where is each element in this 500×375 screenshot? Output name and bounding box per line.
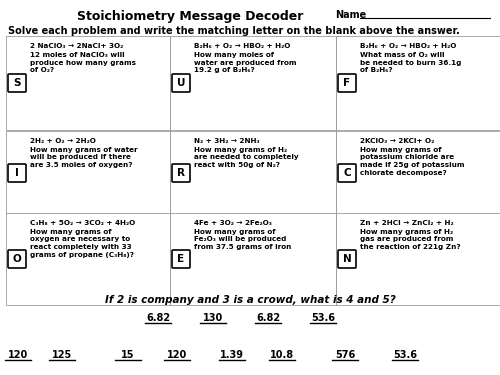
Text: S: S [13, 78, 21, 88]
Text: 1.39: 1.39 [220, 350, 244, 360]
Text: I: I [15, 168, 19, 178]
Text: How many grams of
Fe₂O₃ will be produced
from 37.5 grams of iron: How many grams of Fe₂O₃ will be produced… [194, 229, 292, 250]
Text: 125: 125 [52, 350, 72, 360]
Text: 2H₂ + O₂ → 2H₂O: 2H₂ + O₂ → 2H₂O [30, 138, 96, 144]
FancyBboxPatch shape [336, 131, 500, 215]
Text: 130: 130 [203, 313, 223, 323]
Text: How many grams of
oxygen are necessary to
react completely with 33
grams of prop: How many grams of oxygen are necessary t… [30, 229, 134, 258]
FancyBboxPatch shape [338, 250, 356, 268]
FancyBboxPatch shape [8, 250, 26, 268]
Text: Name: Name [335, 10, 366, 20]
FancyBboxPatch shape [170, 213, 336, 305]
FancyBboxPatch shape [172, 74, 190, 92]
Text: 6.82: 6.82 [146, 313, 170, 323]
FancyBboxPatch shape [6, 213, 170, 305]
Text: 15: 15 [121, 350, 135, 360]
Text: 120: 120 [167, 350, 187, 360]
Text: 53.6: 53.6 [393, 350, 417, 360]
Text: How many grams of
potassium chloride are
made if 25g of potassium
chlorate decom: How many grams of potassium chloride are… [360, 147, 465, 176]
Text: 120: 120 [8, 350, 28, 360]
Text: F: F [344, 78, 350, 88]
Text: 2KClO₃ → 2KCl+ O₂: 2KClO₃ → 2KCl+ O₂ [360, 138, 434, 144]
Text: B₂H₆ + O₂ → HBO₂ + H₂O: B₂H₆ + O₂ → HBO₂ + H₂O [194, 43, 290, 49]
Text: Stoichiometry Message Decoder: Stoichiometry Message Decoder [77, 10, 303, 23]
FancyBboxPatch shape [6, 36, 170, 130]
Text: How many moles of
water are produced from
19.2 g of B₂H₆?: How many moles of water are produced fro… [194, 52, 296, 73]
Text: O: O [12, 254, 22, 264]
FancyBboxPatch shape [170, 131, 336, 215]
Text: B₂H₆ + O₂ → HBO₂ + H₂O: B₂H₆ + O₂ → HBO₂ + H₂O [360, 43, 456, 49]
FancyBboxPatch shape [6, 131, 170, 215]
FancyBboxPatch shape [8, 74, 26, 92]
FancyBboxPatch shape [172, 164, 190, 182]
Text: How many grams of water
will be produced if there
are 3.5 moles of oxygen?: How many grams of water will be produced… [30, 147, 138, 168]
Text: Zn + 2HCl → ZnCl₂ + H₂: Zn + 2HCl → ZnCl₂ + H₂ [360, 220, 454, 226]
Text: How many grams of H₂
gas are produced from
the reaction of 221g Zn?: How many grams of H₂ gas are produced fr… [360, 229, 460, 250]
Text: N: N [342, 254, 351, 264]
FancyBboxPatch shape [336, 213, 500, 305]
Text: 6.82: 6.82 [256, 313, 280, 323]
Text: C₃H₈ + 5O₂ → 3CO₂ + 4H₂O: C₃H₈ + 5O₂ → 3CO₂ + 4H₂O [30, 220, 135, 226]
Text: How many grams of H₂
are needed to completely
react with 50g of N₂?: How many grams of H₂ are needed to compl… [194, 147, 298, 168]
Text: 12 moles of NaClO₃ will
produce how many grams
of O₂?: 12 moles of NaClO₃ will produce how many… [30, 52, 136, 73]
Text: R: R [177, 168, 185, 178]
Text: E: E [178, 254, 184, 264]
FancyBboxPatch shape [336, 36, 500, 130]
Text: What mass of O₂ will
be needed to burn 36.1g
of B₂H₆?: What mass of O₂ will be needed to burn 3… [360, 52, 462, 73]
Text: C: C [343, 168, 351, 178]
Text: N₂ + 3H₂ → 2NH₃: N₂ + 3H₂ → 2NH₃ [194, 138, 260, 144]
Text: Solve each problem and write the matching letter on the blank above the answer.: Solve each problem and write the matchin… [8, 26, 460, 36]
Text: 4Fe + 3O₂ → 2Fe₂O₃: 4Fe + 3O₂ → 2Fe₂O₃ [194, 220, 272, 226]
Text: 576: 576 [335, 350, 355, 360]
Text: 2 NaClO₃ → 2NaCl+ 3O₂: 2 NaClO₃ → 2NaCl+ 3O₂ [30, 43, 123, 49]
Text: 53.6: 53.6 [311, 313, 335, 323]
Text: 10.8: 10.8 [270, 350, 294, 360]
Text: U: U [177, 78, 185, 88]
FancyBboxPatch shape [172, 250, 190, 268]
FancyBboxPatch shape [8, 164, 26, 182]
Text: If 2 is company and 3 is a crowd, what is 4 and 5?: If 2 is company and 3 is a crowd, what i… [104, 295, 396, 305]
FancyBboxPatch shape [170, 36, 336, 130]
FancyBboxPatch shape [338, 74, 356, 92]
FancyBboxPatch shape [338, 164, 356, 182]
